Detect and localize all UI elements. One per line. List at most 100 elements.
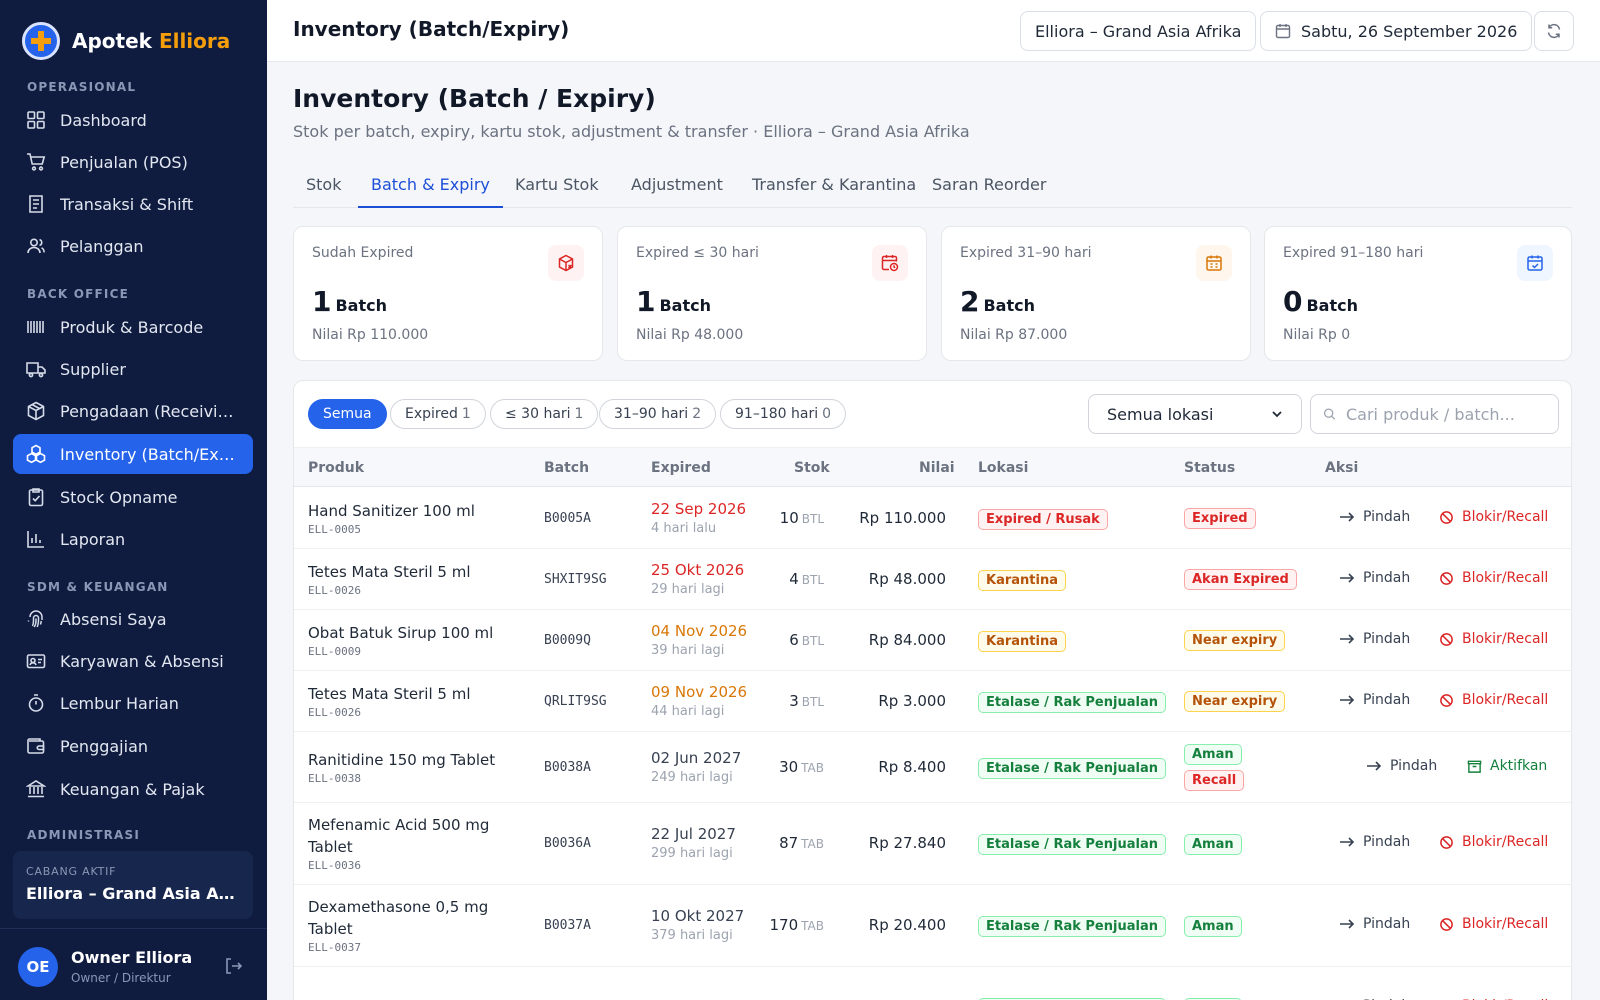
activate-button[interactable]: Aktifkan [1467, 758, 1547, 774]
move-button[interactable]: Pindah [1339, 834, 1410, 850]
page-subtitle: Stok per batch, expiry, kartu stok, adju… [293, 122, 970, 141]
search-input[interactable] [1346, 404, 1546, 424]
move-label: Pindah [1390, 758, 1438, 774]
logout-icon[interactable] [223, 956, 243, 976]
summary-card-31-90-days[interactable]: Expired 31–90 hari 2 Batch Nilai Rp 87.00… [941, 226, 1251, 361]
branch-selector[interactable]: Elliora – Grand Asia Afrika [1020, 11, 1257, 51]
active-branch[interactable]: CABANG AKTIF Elliora – Grand Asia Afrika [13, 851, 253, 919]
sidebar-item-pengadaan[interactable]: Pengadaan (Receiving) [13, 391, 253, 431]
move-button[interactable]: Pindah [1339, 998, 1410, 1000]
product-cell[interactable]: Tetes Mata Steril 5 ml ELL-0026 [308, 561, 528, 597]
summary-card-expired[interactable]: Sudah Expired 1 Batch Nilai Rp 110.000 [293, 226, 603, 361]
block-recall-button[interactable]: Blokir/Recall [1439, 916, 1548, 932]
barcode-icon [27, 321, 44, 333]
move-button[interactable]: Pindah [1339, 509, 1410, 525]
product-code: ELL-0009 [308, 645, 361, 658]
table-row[interactable]: Tetes Mata Steril 5 ml ELL-0026 SHXIT9SG 25… [294, 549, 1571, 610]
product-cell[interactable]: Tetes Mata Steril 5 ml ELL-0026 [308, 683, 528, 719]
stock-value: Rp 27.840 [868, 834, 946, 852]
product-cell[interactable]: Obat Batuk Sirup 100 ml ELL-0009 [308, 622, 528, 658]
sidebar-item-absensi-saya[interactable]: Absensi Saya [13, 599, 253, 639]
brand[interactable]: Apotek Elliora [22, 22, 230, 60]
table-row[interactable]: Dexamethasone 0,5 mg Tablet ELL-0037 B0037… [294, 885, 1571, 967]
card-label: Expired 91–180 hari [1283, 245, 1424, 261]
table-row[interactable]: Obat Batuk Sirup 100 ml ELL-0009 B0009Q 04 … [294, 610, 1571, 671]
move-button[interactable]: Pindah [1339, 692, 1410, 708]
users-icon [27, 238, 45, 254]
refresh-button[interactable] [1534, 11, 1574, 51]
status-badge: Near expiry [1184, 630, 1286, 651]
table-row[interactable]: Hand Sanitizer 100 ml ELL-0005 B0005A 22 Se… [294, 488, 1571, 549]
product-cell[interactable]: Mefenamic Acid 500 mg Tablet ELL-0036 [308, 814, 528, 872]
filter-91-180-days[interactable]: 91–180 hari 0 [720, 399, 847, 429]
product-cell[interactable]: Ranitidine 150 mg Tablet ELL-0038 [308, 749, 528, 785]
filter-30-days[interactable]: ≤ 30 hari 1 [490, 399, 599, 429]
move-button[interactable]: Pindah [1339, 916, 1410, 932]
sidebar-item-keuangan[interactable]: Keuangan & Pajak [13, 769, 253, 809]
tab-batch-expiry[interactable]: Batch & Expiry [358, 166, 503, 208]
sidebar-item-dashboard[interactable]: Dashboard [13, 100, 253, 140]
sidebar-item-penggajian[interactable]: Penggajian [13, 726, 253, 766]
block-recall-button[interactable]: Blokir/Recall [1439, 998, 1548, 1000]
status-badge: Akan Expired [1184, 569, 1297, 590]
tab-stok[interactable]: Stok [306, 175, 342, 194]
summary-card-91-180-days[interactable]: Expired 91–180 hari 0 Batch Nilai Rp 0 [1264, 226, 1572, 361]
tab-adjustment[interactable]: Adjustment [631, 175, 723, 194]
block-recall-button[interactable]: Blokir/Recall [1439, 570, 1548, 586]
tab-transfer-karantina[interactable]: Transfer & Karantina [752, 175, 917, 194]
sidebar-item-laporan[interactable]: Laporan [13, 519, 253, 559]
sidebar-item-produk[interactable]: Produk & Barcode [13, 307, 253, 347]
block-recall-button[interactable]: Blokir/Recall [1439, 834, 1548, 850]
sidebar-item-label: Absensi Saya [60, 609, 167, 629]
sidebar-item-stock-opname[interactable]: Stock Opname [13, 477, 253, 517]
block-recall-button[interactable]: Blokir/Recall [1439, 692, 1548, 708]
action-label: Blokir/Recall [1462, 998, 1548, 1000]
column-header-lokasi[interactable]: Lokasi [978, 460, 1029, 476]
column-header-produk[interactable]: Produk [308, 460, 365, 476]
table-row[interactable]: Diazepam 5 mg TabletB0030A10 Okt 202730T… [294, 967, 1571, 1000]
product-cell[interactable]: Hand Sanitizer 100 ml ELL-0005 [308, 500, 528, 536]
expiry-relative: 299 hari lagi [651, 846, 733, 861]
block-recall-button[interactable]: Blokir/Recall [1439, 509, 1548, 525]
stock-unit: BTL [801, 573, 824, 587]
date-picker[interactable]: Sabtu, 26 September 2026 [1260, 11, 1533, 51]
product-code: ELL-0038 [308, 772, 361, 785]
search-box[interactable] [1310, 394, 1559, 434]
filter-semua[interactable]: Semua [308, 399, 387, 429]
column-header-aksi[interactable]: Aksi [1325, 460, 1359, 476]
move-button[interactable]: Pindah [1339, 631, 1410, 647]
column-header-batch[interactable]: Batch [544, 460, 590, 476]
sidebar-item-pelanggan[interactable]: Pelanggan [13, 226, 253, 266]
column-header-nilai[interactable]: Nilai [919, 460, 955, 476]
status-badge: Aman [1184, 834, 1242, 855]
avatar[interactable]: OE [18, 947, 58, 987]
bank-icon [26, 780, 46, 798]
sidebar-item-supplier[interactable]: Supplier [13, 349, 253, 389]
move-button[interactable]: Pindah [1339, 570, 1410, 586]
column-header-status[interactable]: Status [1184, 460, 1236, 476]
status-cell: Aman Recall [1184, 743, 1245, 795]
timer-icon [28, 694, 44, 712]
product-cell[interactable]: Dexamethasone 0,5 mg Tablet ELL-0037 [308, 896, 528, 954]
filter-31-90-days[interactable]: 31–90 hari 2 [599, 399, 717, 429]
table-row[interactable]: Tetes Mata Steril 5 ml ELL-0026 QRLIT9SG 09… [294, 671, 1571, 732]
move-button[interactable]: Pindah [1366, 758, 1437, 774]
block-recall-button[interactable]: Blokir/Recall [1439, 631, 1548, 647]
column-header-stok[interactable]: Stok [794, 460, 830, 476]
location-select[interactable]: Semua lokasi [1088, 394, 1302, 434]
action-label: Aktifkan [1490, 758, 1548, 774]
table-row[interactable]: Mefenamic Acid 500 mg Tablet ELL-0036 B003… [294, 803, 1571, 885]
sidebar-item-lembur[interactable]: Lembur Harian [13, 683, 253, 723]
tab-saran-reorder[interactable]: Saran Reorder [932, 175, 1047, 194]
sidebar-item-inventory[interactable]: Inventory (Batch/Expiry) [13, 434, 253, 474]
column-header-expired[interactable]: Expired [651, 460, 711, 476]
table-row[interactable]: Ranitidine 150 mg Tablet ELL-0038 B0038A 02… [294, 732, 1571, 803]
sidebar-item-karyawan[interactable]: Karyawan & Absensi [13, 641, 253, 681]
sidebar-item-penjualan[interactable]: Penjualan (POS) [13, 142, 253, 182]
location-badge: Etalase / Rak Penjualan [978, 834, 1166, 855]
summary-card-30-days[interactable]: Expired ≤ 30 hari 1 Batch Nilai Rp 48.000 [617, 226, 927, 361]
filter-expired[interactable]: Expired 1 [390, 399, 486, 429]
expiry-relative: 4 hari lalu [651, 521, 717, 536]
sidebar-item-transaksi[interactable]: Transaksi & Shift [13, 184, 253, 224]
tab-kartu-stok[interactable]: Kartu Stok [515, 175, 599, 194]
